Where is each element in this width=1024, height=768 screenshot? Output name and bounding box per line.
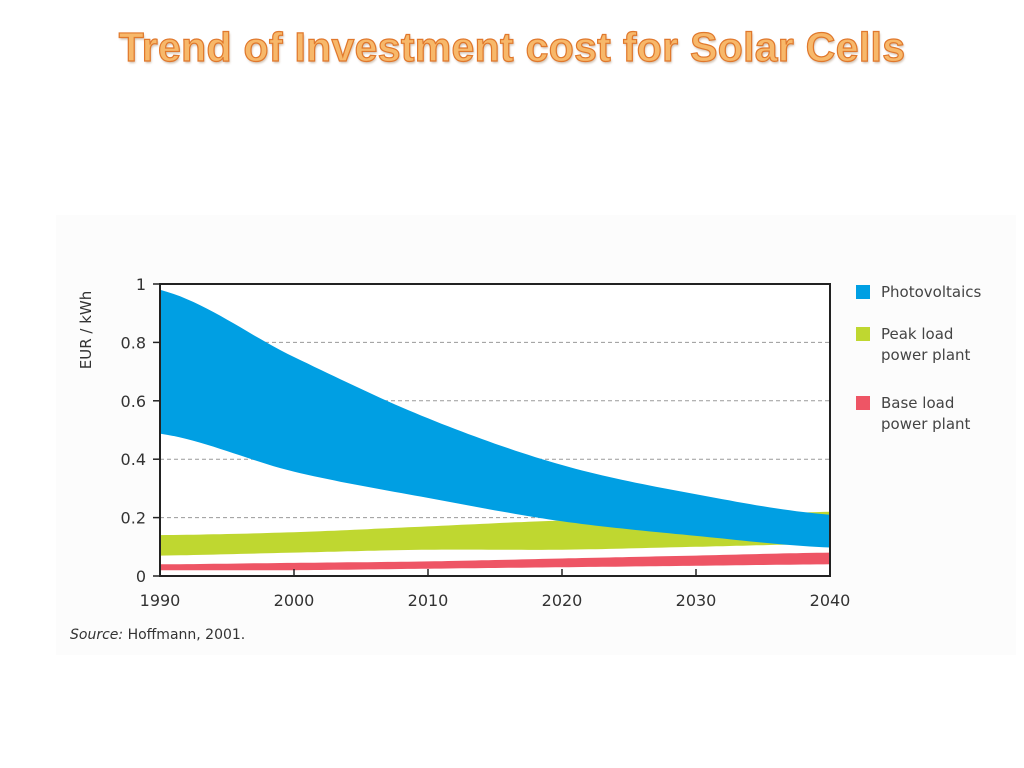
legend-label: Base load bbox=[881, 394, 954, 412]
x-tick-label: 1990 bbox=[140, 591, 181, 610]
axes: 0 0.2 0.4 0.6 0.8 1 1990 2000 2010 2020 2030 2040 EU… bbox=[77, 275, 850, 610]
legend-swatch-peak-load-power-plant bbox=[856, 327, 870, 341]
y-tick-label: 0 bbox=[136, 567, 146, 586]
data-bands bbox=[159, 289, 831, 571]
legend-label: Peak load bbox=[881, 325, 953, 343]
band-photovoltaics bbox=[160, 289, 830, 547]
photovoltaics-lower-edge bbox=[159, 432, 831, 548]
legend-label: power plant bbox=[881, 346, 971, 364]
x-tick-label: 2020 bbox=[542, 591, 583, 610]
plot-frame bbox=[159, 283, 831, 577]
band-base-load-power-plant bbox=[160, 552, 830, 571]
y-tick-label: 0.6 bbox=[121, 392, 146, 411]
legend-swatch-photovoltaics bbox=[856, 285, 870, 299]
x-tick-label: 2010 bbox=[408, 591, 449, 610]
y-tick-label: 0.4 bbox=[121, 450, 146, 469]
slide-title: Trend of Investment cost for Solar Cells bbox=[118, 23, 906, 70]
y-axis-label: EUR / kWh bbox=[77, 291, 95, 370]
legend-label: power plant bbox=[881, 415, 971, 433]
x-tick-label: 2000 bbox=[274, 591, 315, 610]
legend-swatch-base-load-power-plant bbox=[856, 396, 870, 410]
x-tick-label: 2040 bbox=[810, 591, 851, 610]
source-citation: Hoffmann, 2001. bbox=[127, 627, 246, 643]
source-label: Source: bbox=[70, 627, 124, 643]
legend: Photovoltaics Peak load power plant Base lo… bbox=[856, 283, 981, 433]
source-note: Source: Hoffmann, 2001. bbox=[70, 627, 245, 643]
y-tick-label: 0.2 bbox=[121, 509, 146, 528]
x-tick-label: 2030 bbox=[676, 591, 717, 610]
y-tick-label: 0.8 bbox=[121, 333, 146, 352]
y-tick-label: 1 bbox=[136, 275, 146, 294]
legend-label: Photovoltaics bbox=[881, 283, 981, 301]
